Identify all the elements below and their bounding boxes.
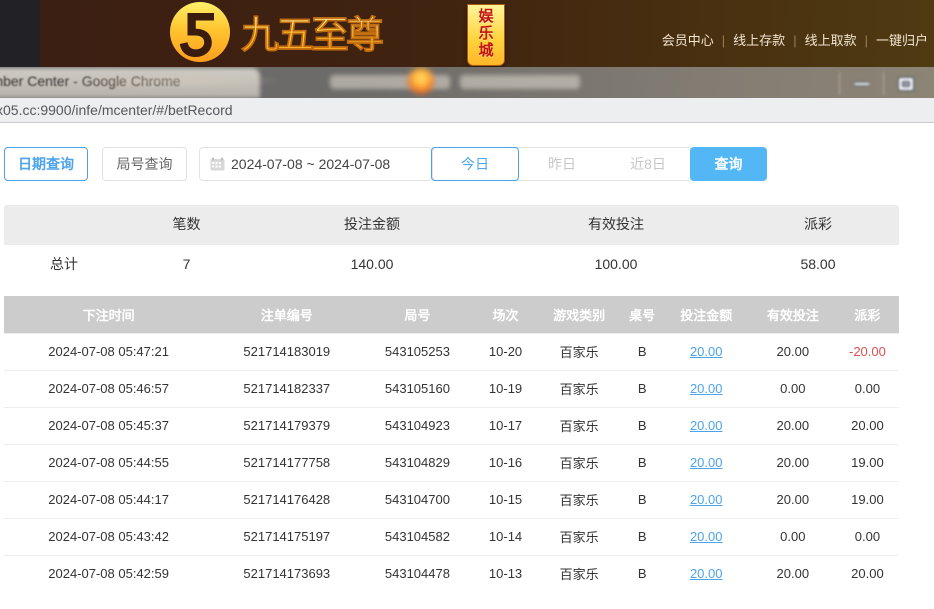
svg-text:九五至尊: 九五至尊 [241, 15, 383, 57]
